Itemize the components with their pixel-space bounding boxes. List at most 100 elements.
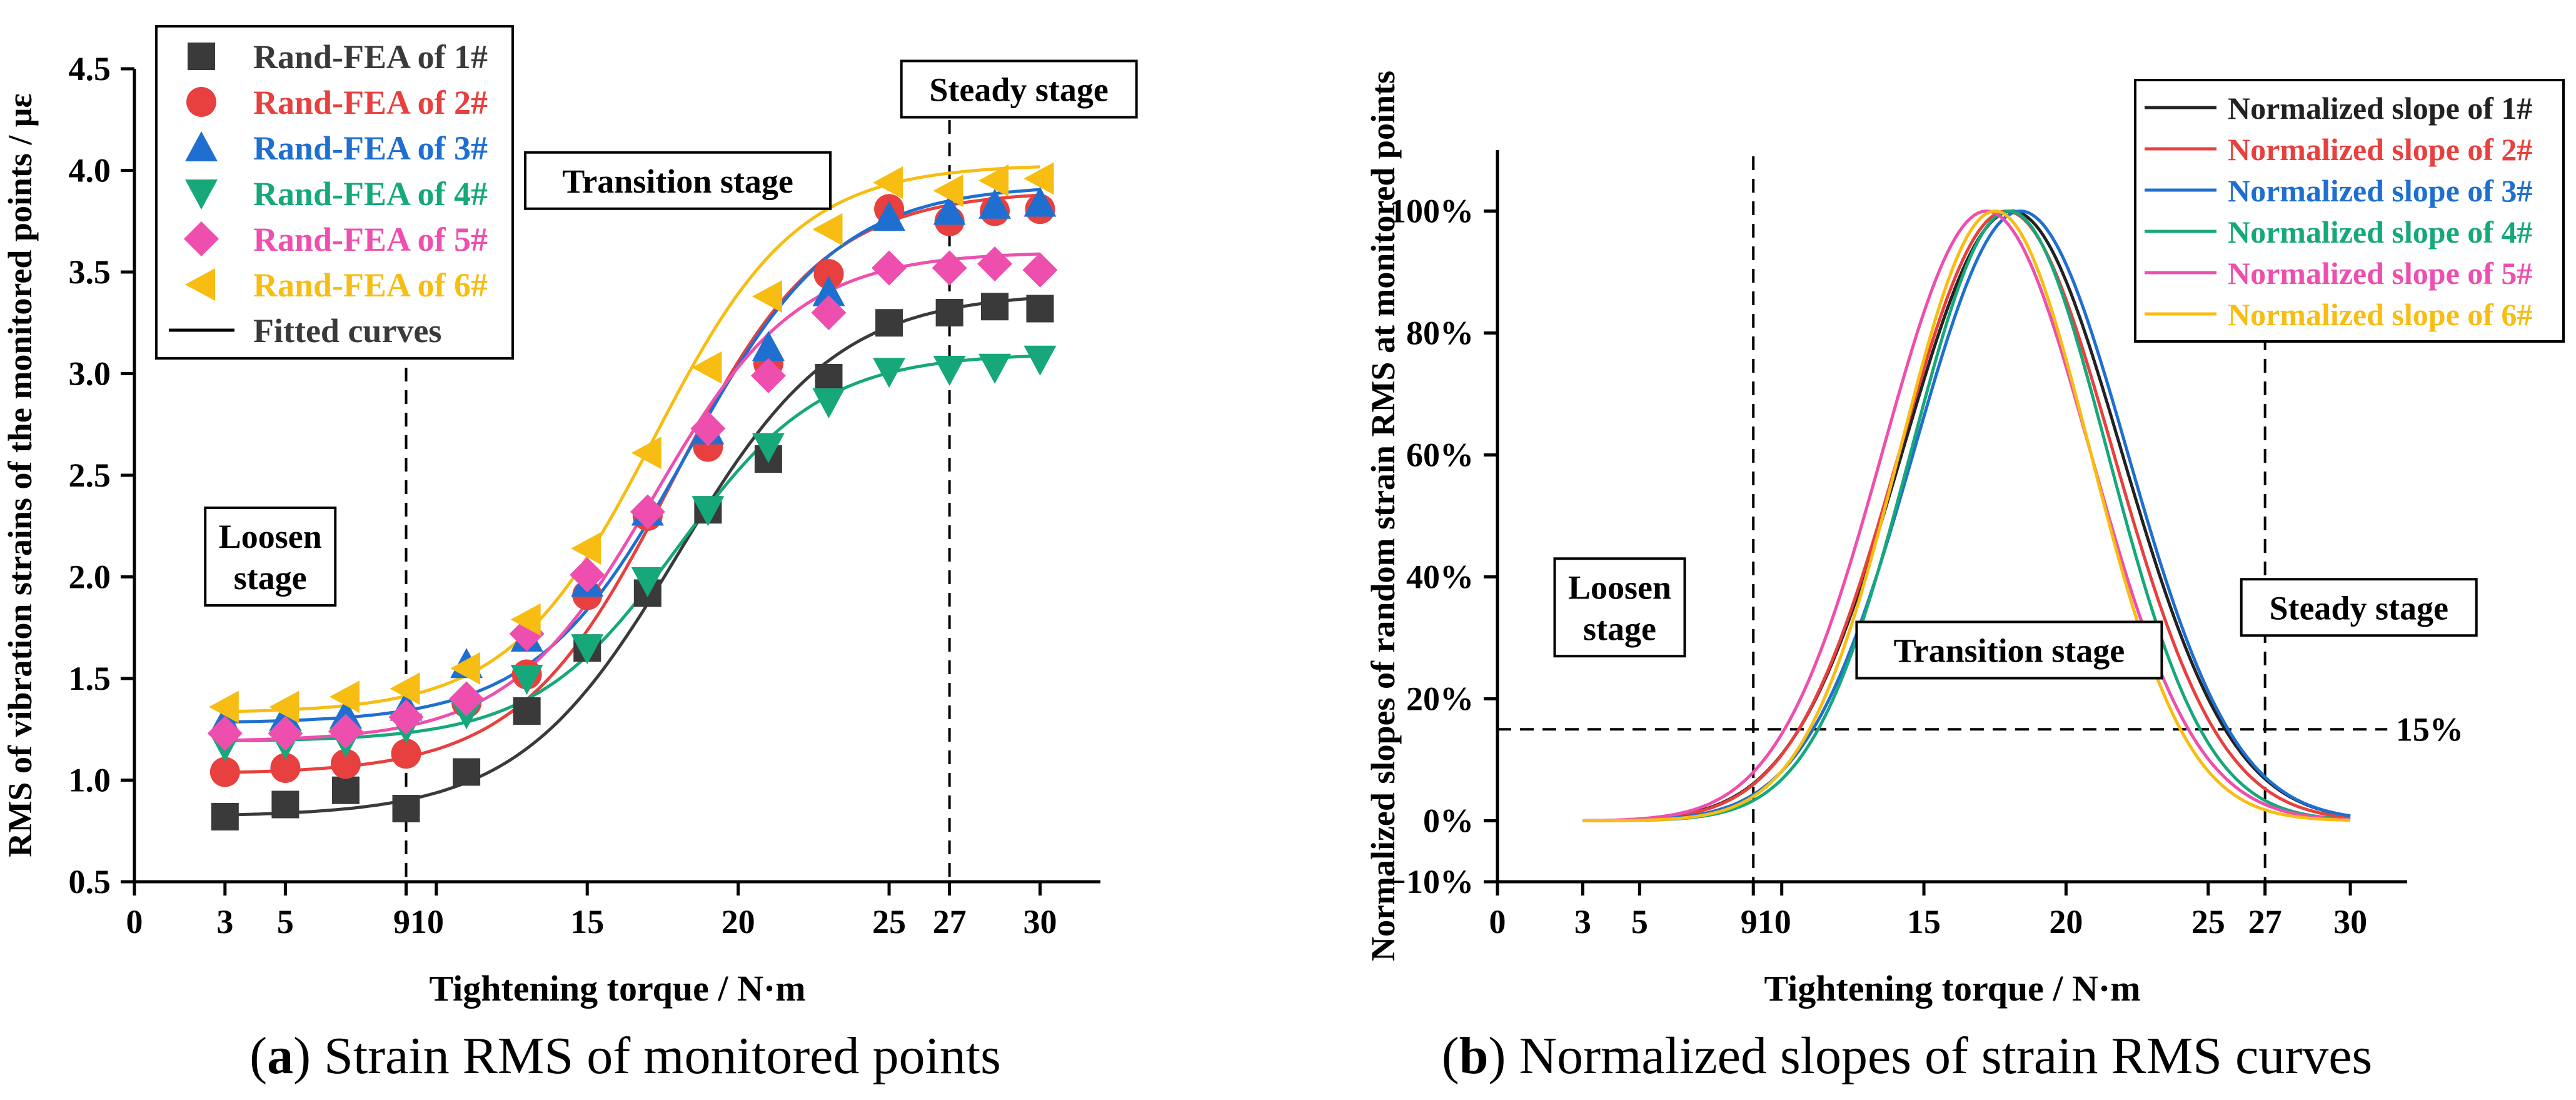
chart-b-x-tick-label: 3 — [1574, 903, 1591, 941]
caption-a-letter: a — [267, 1027, 294, 1085]
caption-b-text: Normalized slopes of strain RMS curves — [1519, 1027, 2373, 1085]
chart-b-x-tick-label: 0 — [1489, 903, 1506, 941]
chart-a-stage-label-2: Steady stage — [900, 59, 1138, 119]
data-point-series-3 — [933, 194, 966, 225]
chart-b-x-tick-label: 15 — [1907, 903, 1941, 941]
legend-marker-series-6 — [185, 268, 215, 301]
chart-b-legend: Normalized slope of 1# Normalized slope o… — [2134, 79, 2565, 343]
data-point-series-1 — [211, 803, 239, 830]
data-point-series-3 — [1024, 186, 1057, 217]
legend-label-series-6: Rand-FEA of 6# — [253, 266, 488, 304]
data-point-series-2 — [270, 753, 301, 783]
chart-b-legend-box — [2134, 79, 2565, 343]
data-point-series-4 — [979, 353, 1012, 384]
data-point-series-4 — [752, 433, 785, 463]
chart-a-x-tick-label: 5 — [277, 903, 294, 941]
caption-b: (b) Normalized slopes of strain RMS curv… — [1441, 1027, 2373, 1085]
data-point-series-1 — [453, 758, 481, 786]
chart-a-stage-text: stage — [234, 559, 307, 597]
caption-b-letter: b — [1459, 1027, 1489, 1085]
chart-a-x-tick-label: 27 — [933, 903, 967, 941]
data-point-series-4 — [873, 358, 906, 388]
data-point-series-4 — [571, 634, 604, 665]
chart-a-x-tick-label: 30 — [1023, 903, 1057, 941]
legend-label-series-3: Normalized slope of 3# — [2228, 173, 2532, 208]
caption-a: (a) Strain RMS of monitored points — [249, 1027, 1001, 1085]
chart-b-stage-label-1: Transition stage — [1855, 620, 2163, 680]
data-point-series-5 — [268, 715, 303, 751]
legend-marker-series-4 — [185, 179, 218, 209]
data-point-series-1 — [875, 309, 903, 337]
chart-b-x-tick-label: 25 — [2191, 903, 2225, 941]
data-point-series-2 — [813, 259, 844, 290]
chart-b-y-tick-label: 100% — [1389, 193, 1474, 230]
data-point-series-5 — [388, 699, 424, 735]
legend-label-series-1: Rand-FEA of 1# — [253, 38, 488, 76]
chart-b-normalized-slopes: 0 3 5 910 15 20 25 27 30 −10% 0% 20% 40% 60% 80% 100% Ti… — [1364, 71, 2565, 1009]
data-point-series-1 — [331, 776, 360, 804]
data-point-series-1 — [271, 790, 299, 819]
chart-a-y-tick-label: 4.5 — [69, 50, 111, 88]
chart-a-y-tick-label: 3.0 — [69, 355, 111, 393]
chart-a-x-tick-label: 25 — [872, 903, 906, 941]
chart-a-stage-box — [524, 151, 832, 210]
data-point-series-6 — [933, 174, 963, 207]
slope-curve-2 — [1582, 209, 2351, 822]
chart-a-x-tick-label: 20 — [722, 903, 755, 941]
legend-label-series-2: Rand-FEA of 2# — [253, 84, 488, 121]
chart-a-stage-text: Steady stage — [929, 71, 1108, 109]
chart-b-y-tick-label: 0% — [1423, 802, 1474, 840]
chart-b-x-tick-label: 20 — [2049, 903, 2083, 941]
fitted-curve-1 — [224, 296, 1040, 817]
data-point-series-5 — [932, 250, 967, 286]
legend-marker-series-3 — [185, 131, 218, 161]
data-point-series-5 — [811, 295, 847, 330]
legend-marker-series-1 — [188, 43, 215, 70]
chart-a-legend: Rand-FEA of 1# Rand-FEA of 2# Rand-FEA of … — [155, 25, 514, 360]
legend-label-series-5: Rand-FEA of 5# — [253, 221, 488, 258]
data-point-series-1 — [513, 697, 541, 725]
chart-b-x-tick-label: 30 — [2333, 903, 2367, 941]
data-point-series-4 — [1024, 345, 1057, 376]
chart-b-stage-text: Transition stage — [1894, 632, 2125, 670]
chart-b-y-tick-label: 20% — [1406, 680, 1474, 718]
fitted-curve-6 — [224, 165, 1040, 714]
data-point-series-6 — [692, 351, 722, 384]
chart-a-stage-label-0: Loosen stage — [204, 507, 337, 607]
data-point-series-6 — [329, 680, 360, 714]
data-point-series-1 — [935, 299, 963, 326]
data-point-series-6 — [812, 213, 843, 246]
chart-a-stage-box — [204, 507, 337, 607]
data-point-series-5 — [690, 411, 726, 447]
data-point-series-4 — [692, 496, 725, 527]
chart-a-stage-text: Loosen — [219, 518, 322, 555]
legend-label-series-4: Rand-FEA of 4# — [253, 175, 488, 213]
data-point-series-2 — [391, 739, 421, 769]
chart-b-x-axis-title: Tightening torque / N·m — [1764, 968, 2140, 1009]
chart-a-stage-text: Transition stage — [562, 163, 793, 200]
data-point-series-6 — [269, 690, 299, 724]
data-point-series-5 — [977, 246, 1013, 281]
data-point-series-4 — [631, 567, 664, 597]
data-point-series-3 — [812, 276, 845, 306]
data-point-series-4 — [510, 665, 543, 695]
legend-label-fitted-curves: Fitted curves — [253, 312, 441, 350]
chart-b-y-tick-label: 80% — [1406, 315, 1474, 352]
data-point-series-2 — [209, 757, 240, 787]
chart-a-strain-rms: 0 3 5 910 15 20 25 27 30 0.5 1.0 1.5 2.0 2.5 3.0 3.5 4.0… — [1, 25, 1138, 1009]
legend-label-series-5: Normalized slope of 5# — [2228, 256, 2532, 291]
chart-b-stage-text: Loosen — [1568, 568, 1671, 606]
data-point-series-3 — [873, 201, 906, 231]
data-point-series-5 — [1022, 252, 1058, 288]
data-point-series-5 — [328, 714, 363, 749]
chart-b-stage-box — [1553, 557, 1686, 658]
fitted-curve-2 — [224, 193, 1040, 774]
data-point-series-4 — [933, 356, 966, 386]
legend-label-series-6: Normalized slope of 6# — [2228, 297, 2532, 332]
legend-label-series-3: Rand-FEA of 3# — [253, 129, 488, 167]
chart-b-x-tick-label: 5 — [1631, 903, 1648, 941]
data-point-series-5 — [207, 715, 243, 751]
data-point-series-5 — [449, 681, 485, 717]
chart-a-legend-box — [155, 25, 514, 360]
data-point-series-5 — [570, 557, 605, 593]
